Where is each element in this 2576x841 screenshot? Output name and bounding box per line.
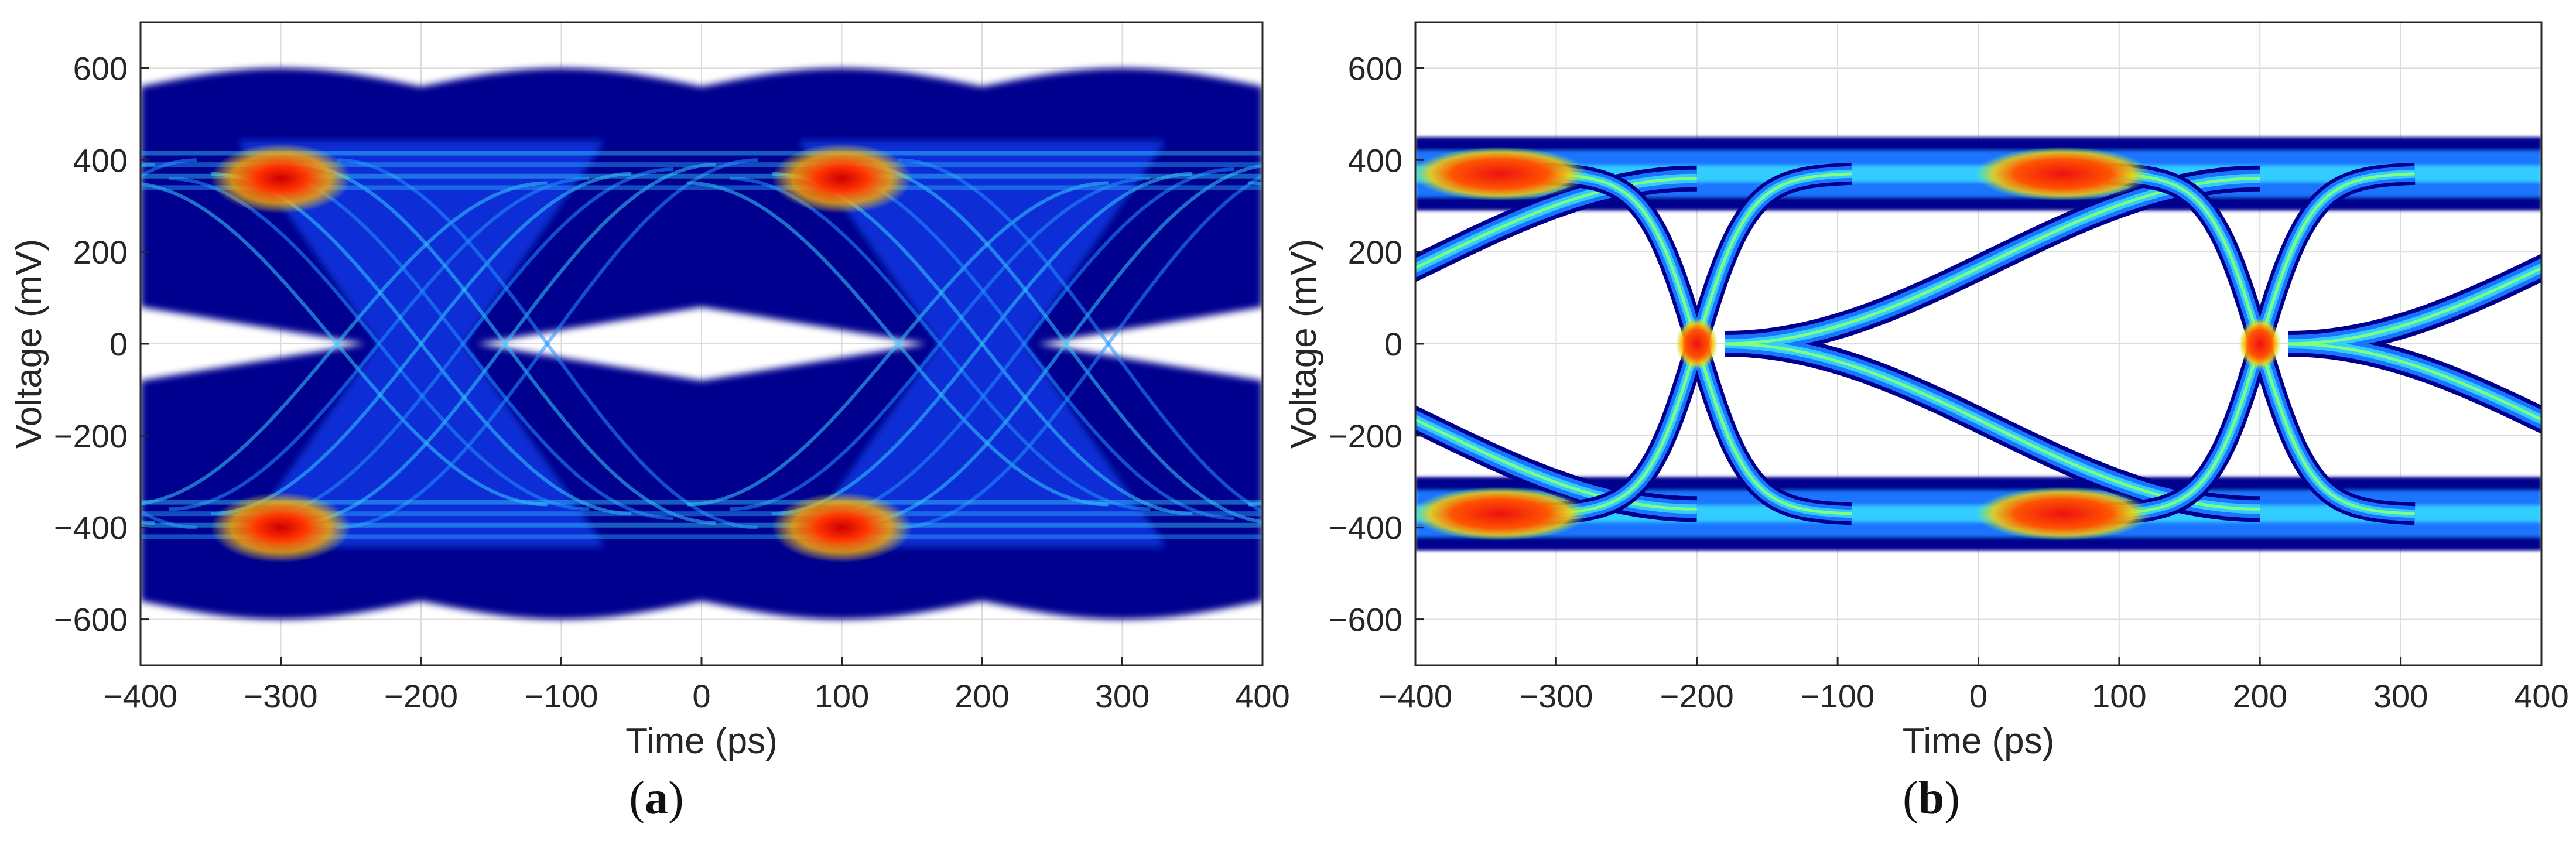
trace: [252, 167, 674, 520]
x-tick-label: −300: [244, 678, 317, 714]
y-tick-label: 200: [73, 234, 128, 271]
eye-density-b: [1415, 137, 2541, 551]
y-tick-label: −400: [54, 510, 128, 546]
x-axis-label-a: Time (ps): [625, 721, 777, 761]
hot-spot: [1415, 146, 1588, 201]
panel-label-b: (b): [1903, 772, 1960, 824]
y-tick-label: 0: [1384, 326, 1402, 363]
panel-label-a-letter: a: [645, 772, 668, 824]
y-axis-label-a: Voltage (mV): [9, 239, 49, 449]
crossing-hot-spot: [1675, 318, 1718, 370]
x-tick-label: 300: [2373, 678, 2428, 714]
y-tick-label: −200: [1329, 418, 1402, 454]
y-axis-label-b: Voltage (mV): [1284, 239, 1324, 449]
x-tick-label: 300: [1095, 678, 1150, 714]
y-tick-label: −600: [54, 601, 128, 638]
x-tick-label: −400: [1378, 678, 1452, 714]
slow-fall: [2288, 342, 2541, 422]
eye-diagram-panel-a: −400 −300 −200 −100 0 100 200 300 400 −600 −400 −20…: [9, 21, 1290, 761]
y-tick-label: 400: [1348, 142, 1402, 179]
hot-spot: [1415, 487, 1588, 541]
ticks-b: −400 −300 −200 −100 0 100 200 300 400 −600 −400 −20…: [1329, 50, 2569, 714]
y-tick-label: −600: [1329, 601, 1402, 638]
y-tick-label: 600: [1348, 50, 1402, 87]
panel-label-a: (a): [629, 772, 684, 824]
slow-rise: [2288, 266, 2541, 346]
trace: [210, 172, 632, 516]
x-tick-label: 400: [2514, 678, 2568, 714]
x-tick-label: 200: [955, 678, 1009, 714]
eye-diagram-panel-b: −400 −300 −200 −100 0 100 200 300 400 −600 −400 −20…: [1284, 21, 2569, 761]
hot-spot: [771, 143, 912, 214]
x-tick-label: 200: [2233, 678, 2287, 714]
x-tick-label: 0: [692, 678, 710, 714]
x-tick-label: −300: [1519, 678, 1593, 714]
x-tick-label: 100: [815, 678, 869, 714]
hot-spot: [771, 492, 912, 563]
trace: [729, 176, 1151, 511]
crossing-hot-spot: [2239, 318, 2281, 370]
x-tick-label: 100: [2092, 678, 2146, 714]
trace: [295, 163, 716, 525]
trace-layer: [1415, 162, 2541, 525]
hot-spot: [1975, 146, 2151, 201]
trace: [771, 172, 1193, 516]
x-tick-label: −200: [1660, 678, 1734, 714]
y-tick-label: −200: [54, 418, 128, 454]
x-tick-label: −100: [1801, 678, 1874, 714]
y-tick-label: 400: [73, 142, 128, 179]
x-tick-label: −400: [104, 678, 177, 714]
trace: [813, 167, 1235, 520]
hot-spot: [1975, 487, 2151, 541]
x-tick-label: 0: [1969, 678, 1987, 714]
y-tick-label: −400: [1329, 510, 1402, 546]
trace: [141, 181, 548, 506]
x-tick-label: −100: [524, 678, 598, 714]
hot-spot: [210, 492, 351, 563]
y-tick-label: 0: [110, 326, 128, 363]
panel-label-b-letter: b: [1918, 772, 1945, 824]
ticks-a: −400 −300 −200 −100 0 100 200 300 400 −600 −400 −20…: [54, 50, 1290, 714]
x-tick-label: 400: [1235, 678, 1289, 714]
y-tick-label: 600: [73, 50, 128, 87]
trace: [856, 163, 1263, 525]
trace: [168, 176, 590, 511]
x-tick-label: −200: [384, 678, 458, 714]
x-axis-label-b: Time (ps): [1903, 721, 2054, 761]
y-tick-label: 200: [1348, 234, 1402, 271]
trace: [687, 181, 1109, 507]
eye-density-a: [141, 68, 1263, 620]
hot-spot: [210, 143, 351, 214]
